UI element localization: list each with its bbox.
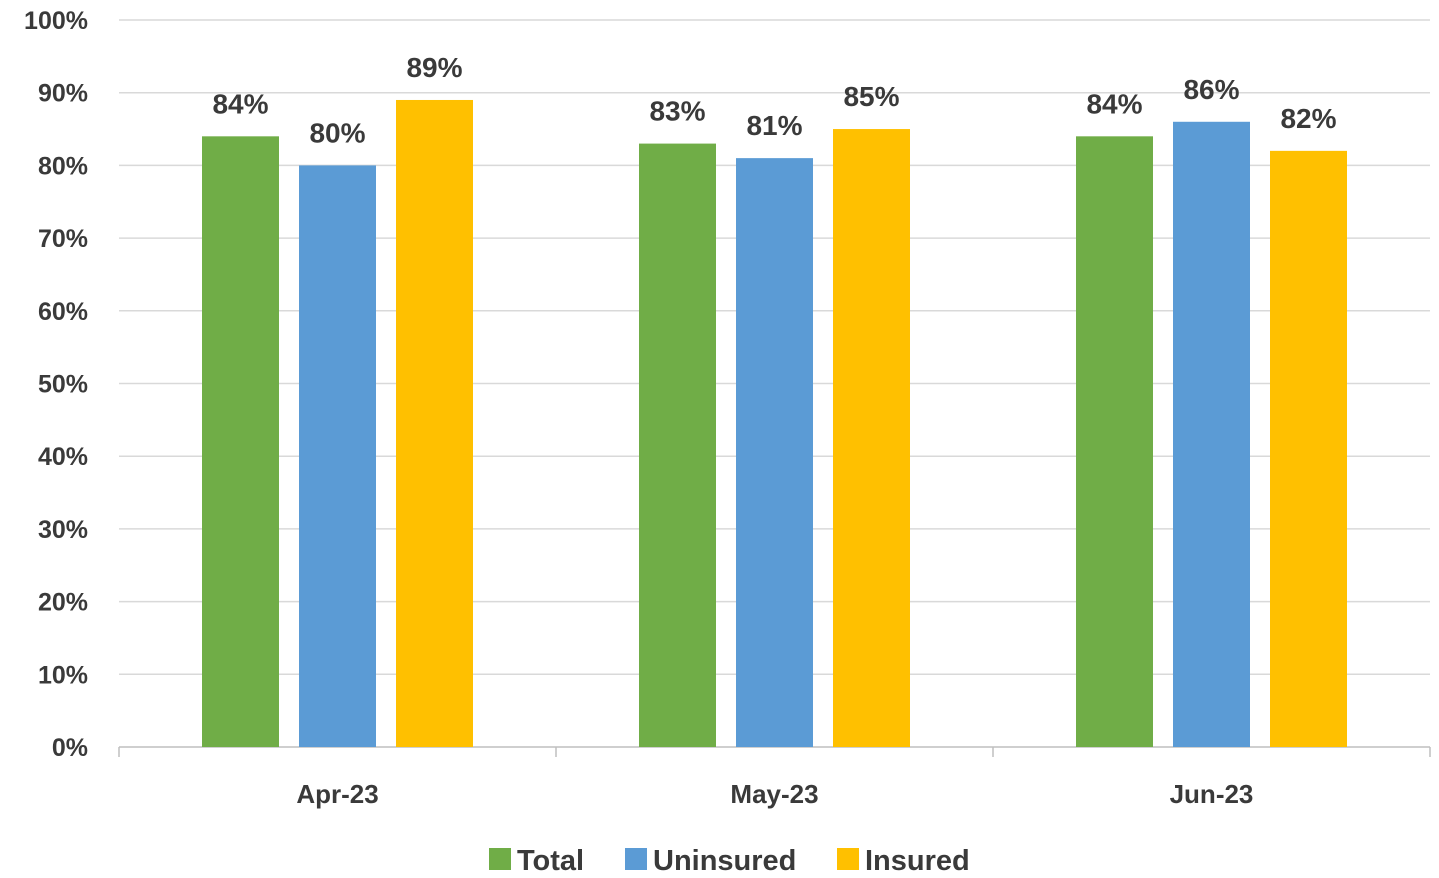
y-tick-label: 0% <box>52 734 88 762</box>
bar-uninsured <box>1173 121 1250 747</box>
x-axis: Apr-23 May-23 Jun-23 <box>118 746 1431 809</box>
bar-total <box>639 143 716 748</box>
data-labels: 84% 80% 89% 83% 81% 85% 84% 86% 82% <box>212 52 1336 148</box>
y-tick-label: 50% <box>38 371 88 399</box>
data-label: 84% <box>1086 88 1142 119</box>
data-label: 81% <box>746 110 802 141</box>
bars <box>202 99 1347 748</box>
bar-uninsured <box>299 165 376 747</box>
data-label: 89% <box>406 52 462 83</box>
data-label: 84% <box>212 88 268 119</box>
legend-label-insured: Insured <box>865 845 970 877</box>
y-tick-label: 70% <box>38 225 88 253</box>
y-tick-label: 80% <box>38 152 88 180</box>
y-tick-label: 40% <box>38 443 88 471</box>
bar-insured <box>1270 150 1347 748</box>
legend-swatch-total <box>489 848 511 870</box>
bar-insured <box>833 129 910 748</box>
data-label: 85% <box>843 81 899 112</box>
bar-total <box>202 136 279 747</box>
y-tick-label: 30% <box>38 516 88 544</box>
legend: Total Uninsured Insured <box>489 845 970 877</box>
x-category-label: May-23 <box>730 779 818 809</box>
data-label: 86% <box>1183 74 1239 105</box>
data-label: 82% <box>1280 103 1336 134</box>
legend-label-uninsured: Uninsured <box>653 845 796 877</box>
bar-insured <box>396 99 473 748</box>
legend-label-total: Total <box>517 845 584 877</box>
y-tick-label: 10% <box>38 661 88 689</box>
y-tick-label: 90% <box>38 80 88 108</box>
y-tick-label: 100% <box>24 7 88 35</box>
x-category-label: Jun-23 <box>1170 779 1254 809</box>
y-axis: 0% 10% 20% 30% 40% 50% 60% 70% 80% 90% 100% <box>24 7 88 762</box>
y-tick-label: 60% <box>38 298 88 326</box>
bar-total <box>1076 136 1153 747</box>
bar-uninsured <box>736 158 813 747</box>
legend-swatch-insured <box>837 848 859 870</box>
legend-swatch-uninsured <box>625 848 647 870</box>
data-label: 80% <box>309 117 365 148</box>
y-tick-label: 20% <box>38 589 88 617</box>
x-category-label: Apr-23 <box>296 779 378 809</box>
data-label: 83% <box>649 96 705 127</box>
